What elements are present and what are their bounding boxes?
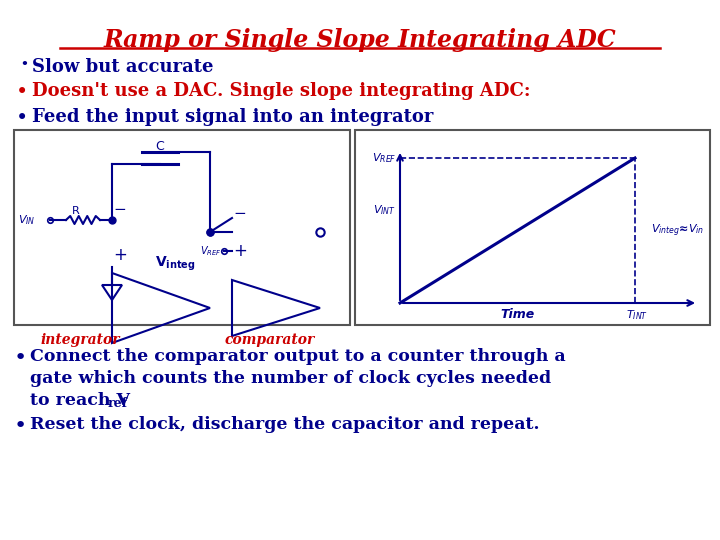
Text: $T_{INT}$: $T_{INT}$ [626, 308, 648, 322]
Text: •: • [16, 82, 28, 102]
Text: $V_{REF}$: $V_{REF}$ [200, 244, 222, 258]
Text: Time: Time [500, 308, 535, 321]
Text: gate which counts the number of clock cycles needed: gate which counts the number of clock cy… [30, 370, 551, 387]
Text: −: − [233, 206, 246, 220]
Text: Ramp or Single Slope Integrating ADC: Ramp or Single Slope Integrating ADC [104, 28, 616, 52]
Text: ref: ref [108, 397, 128, 410]
Text: $V_{integ}$≈$V_{in}$: $V_{integ}$≈$V_{in}$ [651, 222, 704, 239]
Text: +: + [233, 242, 247, 260]
Text: $V_{INT}$: $V_{INT}$ [373, 203, 396, 217]
Text: −: − [114, 201, 127, 217]
Text: Reset the clock, discharge the capacitor and repeat.: Reset the clock, discharge the capacitor… [30, 416, 539, 433]
Text: •: • [16, 108, 28, 128]
Text: +: + [113, 246, 127, 264]
Text: Doesn't use a DAC. Single slope integrating ADC:: Doesn't use a DAC. Single slope integrat… [32, 82, 531, 100]
Text: to reach V: to reach V [30, 392, 130, 409]
Text: comparator: comparator [225, 333, 315, 347]
Text: integrator: integrator [40, 333, 120, 347]
Text: •: • [14, 416, 27, 436]
Text: Feed the input signal into an integrator: Feed the input signal into an integrator [32, 108, 433, 126]
Text: Connect the comparator output to a counter through a: Connect the comparator output to a count… [30, 348, 566, 365]
Bar [14, 130, 350, 325]
Text: •: • [20, 58, 28, 71]
Text: R: R [72, 206, 80, 216]
Text: $V_{IN}$: $V_{IN}$ [18, 213, 35, 227]
Text: C: C [156, 140, 164, 153]
Text: $\mathbf{V_{integ}}$: $\mathbf{V_{integ}}$ [155, 255, 195, 273]
Text: Slow but accurate: Slow but accurate [32, 58, 214, 76]
Text: •: • [14, 348, 27, 368]
Bar [355, 130, 710, 325]
Text: $V_{REF}$: $V_{REF}$ [372, 151, 396, 165]
